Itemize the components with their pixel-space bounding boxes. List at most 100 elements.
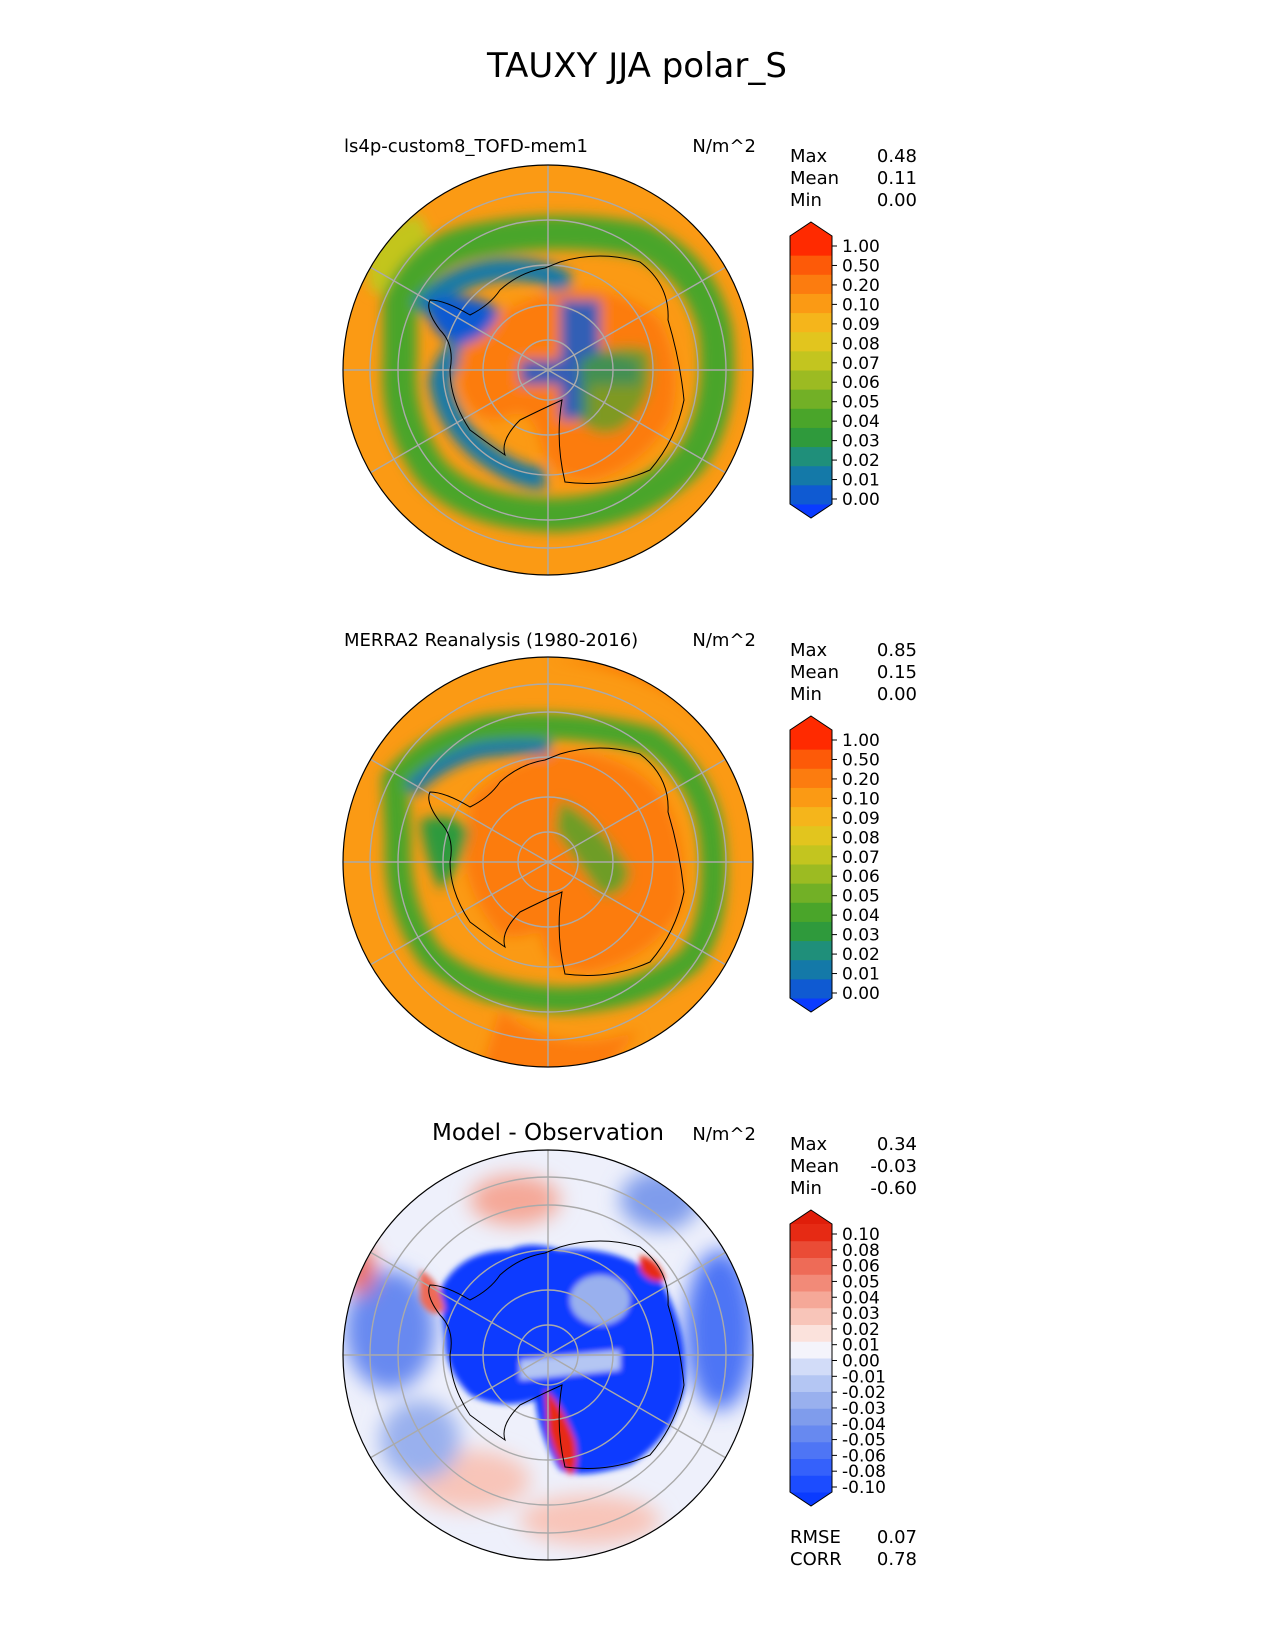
stat-mean-value: 0.15 [877, 662, 917, 683]
peninsula-green [420, 816, 470, 890]
stats-block: Max 0.85 Mean 0.15 Min 0.00 [790, 640, 917, 705]
colorbar: -0.10-0.08-0.06-0.05-0.04-0.03-0.02-0.01… [789, 1209, 886, 1507]
colorbar-tick-label: 1.00 [842, 237, 880, 257]
polar-map [343, 165, 753, 575]
stat-mean-label: Mean [790, 662, 839, 683]
colorbar-tick-label: -0.08 [842, 1462, 886, 1482]
stat-max-value: 0.34 [877, 1134, 917, 1155]
polar-map [343, 657, 753, 1067]
grid-lines [343, 657, 753, 1067]
colorbar-segment [790, 1358, 832, 1376]
colorbar-tick-label: 0.03 [842, 926, 880, 946]
colorbar-segment [790, 1240, 832, 1258]
colorbar-segment [790, 883, 832, 903]
colorbar-tick-label: 0.05 [842, 887, 880, 907]
colorbar-tick-label: 0.04 [842, 906, 880, 926]
stat-min-value: 0.00 [877, 190, 917, 211]
south-orange-patch [480, 1010, 640, 1067]
colorbar-segment [790, 370, 832, 390]
colorbar-segment [790, 1374, 832, 1392]
colorbar-segment [790, 787, 832, 808]
colorbar-tick-label: 0.09 [842, 315, 880, 335]
units-label: N/m^2 [692, 136, 756, 157]
coastline [428, 747, 685, 976]
colorbar-tick-label: 0.00 [842, 1352, 880, 1372]
colorbar: 0.000.010.020.030.040.050.060.070.080.09… [789, 221, 880, 519]
colorbar-tick-label: 0.04 [842, 412, 880, 432]
colorbar-extend-max [790, 222, 832, 236]
colorbar-tick-label: 0.20 [842, 770, 880, 790]
colorbar-tick-label: 0.06 [842, 373, 880, 393]
colorbar-segment [790, 1307, 832, 1325]
colorbar-segment [790, 864, 832, 884]
panel-title: Model - Observation [432, 1120, 664, 1146]
rmse-value: 0.07 [877, 1527, 917, 1548]
colorbar-segment [790, 1291, 832, 1309]
map-boundary [342, 164, 754, 576]
colorbar-tick-label: 0.03 [842, 1304, 880, 1324]
ocean-blue-ne [620, 1170, 700, 1230]
panel-difference: Model - Observation N/m^2 Max 0.34 Mean … [342, 1120, 917, 1570]
colorbar-segment [790, 255, 832, 275]
colorbar-segment [790, 749, 832, 769]
colorbar-segment [790, 350, 832, 371]
panel-title: ls4p-custom8_TOFD-mem1 [344, 136, 588, 157]
red-coastal-patch [545, 1390, 577, 1475]
units-label: N/m^2 [692, 1124, 756, 1145]
colorbar-segment [790, 978, 832, 999]
colorbar-tick-label: 0.09 [842, 809, 880, 829]
colorbar-segment [790, 959, 832, 980]
colorbar-extend-min [790, 1492, 832, 1506]
rmse-label: RMSE [790, 1527, 841, 1548]
green-ring [382, 215, 735, 533]
colorbar-segment [790, 806, 832, 827]
colorbar-segment [790, 389, 832, 409]
stat-min-label: Min [790, 684, 822, 705]
stat-max-label: Max [790, 1134, 828, 1155]
colorbar-tick-label: 0.10 [842, 1225, 880, 1245]
colorbar-segment [790, 1224, 832, 1242]
red-peninsula-patch [420, 1270, 445, 1314]
map-boundary [342, 1149, 754, 1561]
panel-model: ls4p-custom8_TOFD-mem1 N/m^2 Max 0.48 Me… [342, 136, 917, 576]
colorbar-extend-min [790, 504, 832, 518]
colorbar-tick-label: 0.06 [842, 1257, 880, 1277]
colorbar-segment [790, 331, 832, 352]
colorbar-tick-label: -0.05 [842, 1431, 886, 1451]
colorbar-segment [790, 1257, 832, 1275]
units-label: N/m^2 [692, 630, 756, 651]
colorbar-segment [790, 465, 832, 486]
colorbar-tick-label: 0.10 [842, 295, 880, 315]
stat-min-value: -0.60 [870, 1178, 917, 1199]
colorbar-segment [790, 844, 832, 865]
stats-block: Max 0.34 Mean -0.03 Min -0.60 [790, 1134, 917, 1199]
colorbar-tick-label: 0.02 [842, 451, 880, 471]
stat-max-value: 0.48 [877, 146, 917, 167]
colorbar-tick-label: -0.02 [842, 1383, 886, 1403]
colorbar-tick-label: 0.01 [842, 1336, 880, 1356]
stat-mean-label: Mean [790, 168, 839, 189]
colorbar-tick-label: 0.07 [842, 848, 880, 868]
colorbar-segment [790, 1475, 832, 1493]
colorbar-tick-label: -0.04 [842, 1415, 886, 1435]
colorbar-tick-label: -0.03 [842, 1399, 886, 1419]
colorbar-segment [790, 940, 832, 961]
colorbar-tick-label: 0.07 [842, 354, 880, 374]
colorbar-tick-label: 0.50 [842, 256, 880, 276]
colorbar: 0.000.010.020.030.040.050.060.070.080.09… [789, 715, 880, 1013]
colorbar-segment [790, 825, 832, 846]
colorbar-segment [790, 274, 832, 294]
colorbar-segment [790, 484, 832, 505]
colorbar-tick-label: 0.08 [842, 828, 880, 848]
stats-block: Max 0.48 Mean 0.11 Min 0.00 [790, 146, 917, 211]
grid-lines [343, 1150, 753, 1560]
stat-max-value: 0.85 [877, 640, 917, 661]
stat-mean-label: Mean [790, 1156, 839, 1177]
ocean-red-north [470, 1175, 560, 1225]
colorbar-segment [790, 768, 832, 788]
colorbar-extend-max [790, 716, 832, 730]
coastline [428, 255, 685, 484]
stat-min-value: 0.00 [877, 684, 917, 705]
colorbar-tick-label: 0.06 [842, 867, 880, 887]
colorbar-tick-label: 0.05 [842, 393, 880, 413]
